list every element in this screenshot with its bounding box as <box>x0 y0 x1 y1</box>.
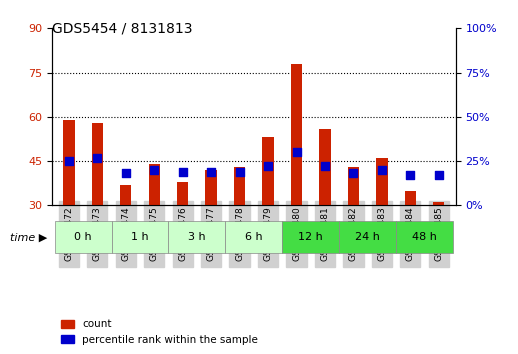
Text: 3 h: 3 h <box>188 232 206 242</box>
Bar <box>348 167 359 205</box>
Point <box>207 169 215 175</box>
Bar <box>405 190 416 205</box>
Point <box>65 158 73 164</box>
Point <box>292 149 300 155</box>
Point <box>349 171 357 176</box>
Point <box>93 155 102 160</box>
Text: GDS5454 / 8131813: GDS5454 / 8131813 <box>52 21 192 35</box>
Text: 1 h: 1 h <box>131 232 149 242</box>
FancyBboxPatch shape <box>111 221 168 253</box>
Bar <box>63 120 75 205</box>
FancyBboxPatch shape <box>225 221 282 253</box>
Point <box>179 169 187 175</box>
Point <box>406 172 414 178</box>
Point <box>264 164 272 169</box>
FancyBboxPatch shape <box>339 221 396 253</box>
FancyBboxPatch shape <box>168 221 225 253</box>
Text: 0 h: 0 h <box>74 232 92 242</box>
Point <box>150 167 159 173</box>
Bar <box>319 129 330 205</box>
FancyBboxPatch shape <box>54 221 111 253</box>
Text: 12 h: 12 h <box>298 232 323 242</box>
Point <box>236 169 244 175</box>
FancyBboxPatch shape <box>396 221 453 253</box>
Bar <box>206 170 217 205</box>
Point <box>378 167 386 173</box>
Bar <box>149 164 160 205</box>
Bar <box>291 64 302 205</box>
Text: 24 h: 24 h <box>355 232 380 242</box>
Bar <box>177 182 189 205</box>
Point <box>321 164 329 169</box>
Text: time ▶: time ▶ <box>10 232 47 242</box>
FancyBboxPatch shape <box>282 221 339 253</box>
Bar <box>120 185 132 205</box>
Legend: count, percentile rank within the sample: count, percentile rank within the sample <box>57 315 262 349</box>
Bar <box>433 202 444 205</box>
Point <box>435 172 443 178</box>
Bar <box>262 137 274 205</box>
Point <box>122 171 130 176</box>
Bar <box>376 158 387 205</box>
Bar <box>92 123 103 205</box>
Text: 6 h: 6 h <box>245 232 263 242</box>
Bar <box>234 167 246 205</box>
Text: 48 h: 48 h <box>412 232 437 242</box>
